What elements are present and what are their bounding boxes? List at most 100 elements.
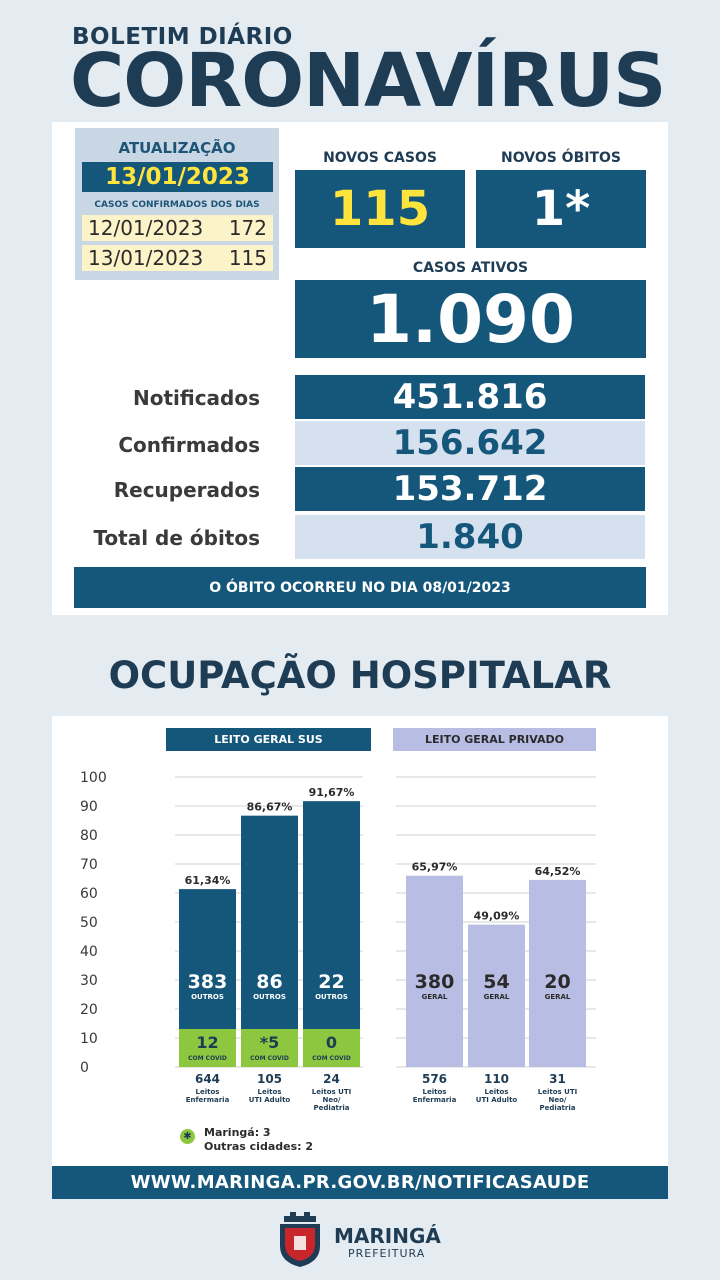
others-caption: OUTROS [191, 993, 224, 1001]
legend-line: Maringá: 3 [204, 1126, 271, 1139]
covid-caption: COM COVID [312, 1055, 351, 1062]
others-count-label: 22 [318, 971, 344, 993]
bed-total-label: 576 [422, 1072, 447, 1086]
new-deaths-box: 1* [476, 170, 646, 248]
bed-type-label: Neo/ [549, 1096, 567, 1104]
active-cases-box: 1.090 [295, 280, 646, 358]
stat-label: Recuperados [113, 478, 260, 502]
covid-count-label: *5 [260, 1033, 280, 1052]
stat-label: Confirmados [118, 433, 260, 457]
others-count-label: 86 [256, 971, 282, 993]
bed-type-label: Leitos UTI [538, 1088, 577, 1096]
bar-percent-label: 91,67% [309, 786, 355, 799]
update-label: ATUALIZAÇÃO [118, 139, 236, 157]
bed-type-label: Leitos UTI [312, 1088, 351, 1096]
active-cases-value: 1.090 [366, 280, 575, 358]
y-tick-label: 30 [80, 973, 98, 989]
asterisk-icon: ✱ [180, 1129, 195, 1144]
day-row: 12/01/2023 172 [82, 215, 273, 241]
day-count: 115 [228, 246, 267, 270]
y-tick-label: 0 [80, 1060, 89, 1076]
bed-total-label: 105 [257, 1072, 282, 1086]
bed-total-label: 24 [323, 1072, 340, 1086]
bar-others [303, 801, 360, 1029]
bulletin-title: CORONAVÍRUS [70, 38, 666, 124]
general-caption: GERAL [422, 993, 448, 1001]
stat-label: Total de óbitos [93, 526, 260, 550]
bed-type-label: Enfermaria [186, 1096, 230, 1104]
stat-value: 1.840 [295, 515, 645, 559]
bed-type-label: Leitos [485, 1088, 509, 1096]
bed-total-label: 31 [549, 1072, 566, 1086]
bar-percent-label: 86,67% [247, 801, 293, 814]
stat-value: 153.712 [295, 467, 645, 511]
day-count: 172 [228, 216, 267, 240]
stat-value: 156.642 [295, 421, 645, 465]
day-date: 13/01/2023 [88, 246, 204, 270]
city-sub: PREFEITURA [348, 1247, 426, 1260]
bed-type-label: Enfermaria [413, 1096, 457, 1104]
new-cases-label: NOVOS CASOS [323, 150, 437, 166]
y-tick-label: 50 [80, 915, 98, 931]
update-date-box [82, 162, 273, 192]
city-name: MARINGÁ [334, 1224, 441, 1248]
stat-value: 451.816 [295, 375, 645, 419]
bar-general [406, 875, 463, 1067]
covid-caption: COM COVID [250, 1055, 289, 1062]
bar-percent-label: 61,34% [185, 874, 231, 887]
new-deaths-value: 1* [531, 181, 591, 237]
covid-caption: COM COVID [188, 1055, 227, 1062]
y-tick-label: 70 [80, 857, 98, 873]
update-date: 13/01/2023 [105, 164, 250, 190]
city-crest-icon [280, 1212, 320, 1267]
bar-others [241, 815, 298, 1029]
covid-count-label: 0 [326, 1033, 337, 1052]
bed-type-label: UTI Adulto [249, 1096, 291, 1104]
bed-type-label: Pediatria [540, 1104, 576, 1112]
others-caption: OUTROS [253, 993, 286, 1001]
y-tick-label: 60 [80, 886, 98, 902]
y-tick-label: 20 [80, 1002, 98, 1018]
bed-type-label: UTI Adulto [476, 1096, 518, 1104]
y-tick-label: 10 [80, 1031, 98, 1047]
bed-type-label: Leitos [196, 1088, 220, 1096]
day-row: 13/01/2023 115 [82, 245, 273, 271]
y-tick-label: 40 [80, 944, 98, 960]
bed-type-label: Neo/ [323, 1096, 341, 1104]
others-count-label: 383 [188, 971, 228, 993]
general-caption: GERAL [484, 993, 510, 1001]
bar-covid [241, 1029, 298, 1067]
bar-others [179, 889, 236, 1029]
bar-percent-label: 49,09% [474, 910, 520, 923]
y-tick-label: 90 [80, 799, 98, 815]
new-cases-box: 115 [295, 170, 465, 248]
bar-general [529, 879, 586, 1067]
hospital-title: OCUPAÇÃO HOSPITALAR [108, 654, 612, 697]
bar-covid [303, 1029, 360, 1067]
sus-group-label: LEITO GERAL SUS [166, 728, 371, 751]
active-cases-label: CASOS ATIVOS [412, 260, 529, 276]
notification-url[interactable]: WWW.MARINGA.PR.GOV.BR/NOTIFICASAUDE [52, 1166, 668, 1199]
others-caption: OUTROS [315, 993, 348, 1001]
bar-percent-label: 65,97% [412, 861, 458, 874]
bed-total-label: 644 [195, 1072, 220, 1086]
general-count-label: 20 [544, 971, 570, 993]
bed-type-label: Leitos [423, 1088, 447, 1096]
cases-by-day-label: CASOS CONFIRMADOS DOS DIAS [94, 200, 260, 210]
y-tick-label: 100 [80, 770, 107, 786]
death-note-banner: O ÓBITO OCORREU NO DIA 08/01/2023 [74, 567, 646, 608]
covid-count-label: 12 [196, 1033, 218, 1052]
general-count-label: 380 [415, 971, 455, 993]
bed-type-label: Leitos [258, 1088, 282, 1096]
general-caption: GERAL [545, 993, 571, 1001]
general-count-label: 54 [483, 971, 509, 993]
day-date: 12/01/2023 [88, 216, 204, 240]
bed-total-label: 110 [484, 1072, 509, 1086]
new-deaths-label: NOVOS ÓBITOS [500, 150, 621, 166]
bed-type-label: Pediatria [314, 1104, 350, 1112]
bar-general [468, 924, 525, 1067]
private-group-label: LEITO GERAL PRIVADO [393, 728, 596, 751]
bar-percent-label: 64,52% [535, 865, 581, 878]
stat-label: Notificados [132, 386, 260, 410]
bulletin-subtitle: BOLETIM DIÁRIO [72, 24, 293, 50]
